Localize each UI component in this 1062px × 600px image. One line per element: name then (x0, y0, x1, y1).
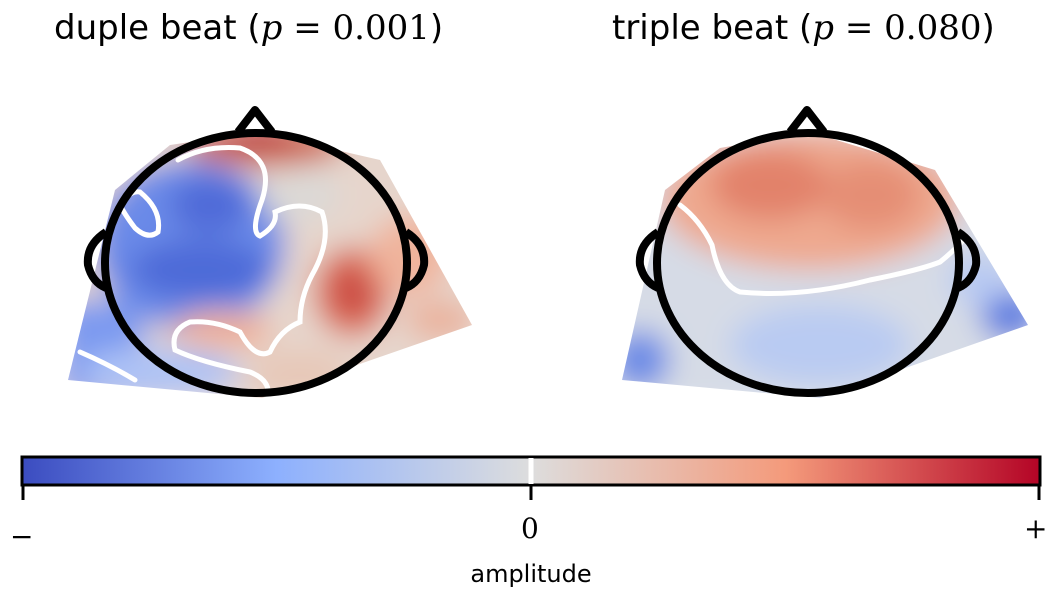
colorbar-tick-label-zero: 0 (521, 512, 539, 545)
panel-title-duple-p-value: 0.001 (332, 8, 430, 48)
panel-title-triple-p-value: 0.080 (884, 8, 982, 48)
panel-title-triple-suffix: ) (981, 8, 995, 48)
panel-title-duple-relation: = (282, 8, 333, 48)
colorbar (20, 455, 1042, 500)
colorbar-label: amplitude (470, 560, 592, 588)
head-outline-triple (635, 106, 981, 397)
colorbar-tick-label-max: + (1024, 512, 1048, 545)
panel-title-triple-prefix: triple beat ( (612, 8, 813, 48)
panel-title-triple-p-symbol: p (812, 8, 835, 48)
head-outline-duple (83, 106, 429, 397)
panel-title-duple-p-symbol: p (260, 8, 283, 48)
panel-title-duple-prefix: duple beat ( (54, 8, 261, 48)
colorbar-tick-label-min: − (10, 520, 34, 553)
panel-title-triple-relation: = (834, 8, 885, 48)
zero-contour-triple (677, 202, 968, 296)
panel-title-duple-suffix: ) (429, 8, 444, 48)
panel-title-triple: triple beat (p = 0.080) (612, 8, 995, 48)
topomap-duple (68, 106, 472, 398)
panel-title-duple: duple beat (p = 0.001) (54, 8, 443, 48)
topomap-triple (622, 106, 1028, 398)
